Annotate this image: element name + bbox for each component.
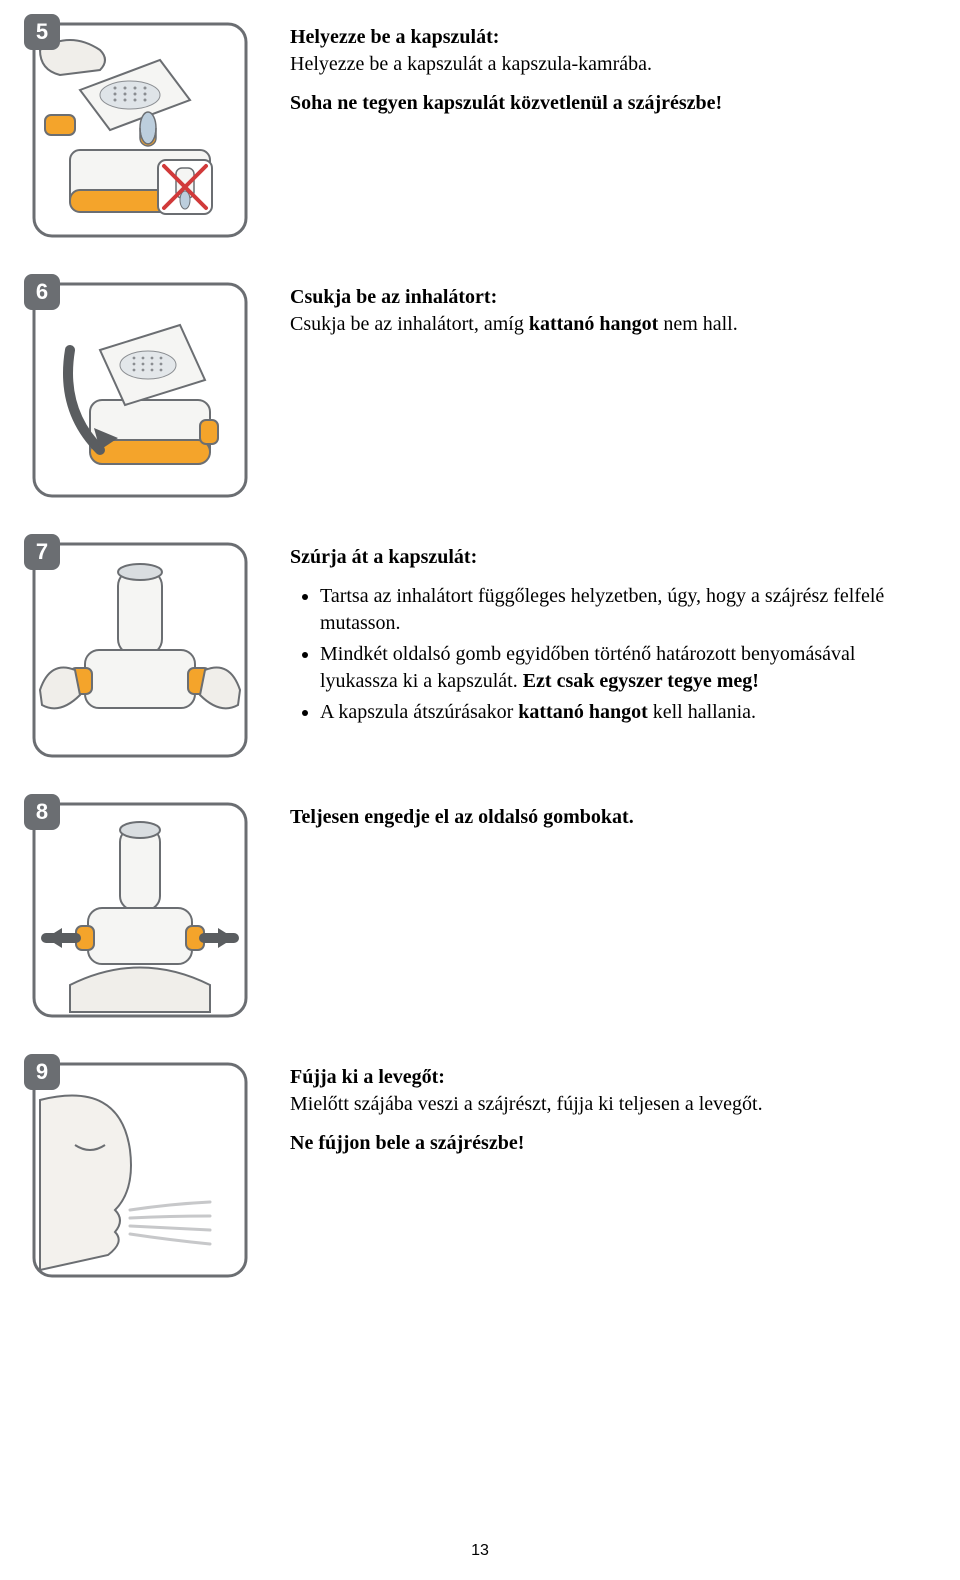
exhale-icon [30, 1060, 250, 1280]
paragraph: Csukja be az inhalátort:Csukja be az inh… [290, 284, 900, 338]
insert-capsule-icon [30, 20, 250, 240]
list-item: Mindkét oldalsó gomb egyidőben történő h… [320, 641, 900, 695]
step-figure: 6 [30, 280, 250, 500]
step-figure: 9 [30, 1060, 250, 1280]
paragraph: Fújja ki a levegőt:Mielőtt szájába veszi… [290, 1064, 900, 1118]
paragraph: Soha ne tegyen kapszulát közvetlenül a s… [290, 90, 900, 117]
paragraph: Szúrja át a kapszulát: [290, 544, 900, 571]
instruction-step: 5 Helyezze be a kapszulát:Helyezze be a k… [30, 20, 900, 240]
pierce-capsule-icon [30, 540, 250, 760]
paragraph: Ne fújjon bele a szájrészbe! [290, 1130, 900, 1157]
step-text: Szúrja át a kapszulát: Tartsa az inhaláto… [290, 540, 900, 738]
step-figure: 5 [30, 20, 250, 240]
page-number: 13 [0, 1542, 960, 1560]
paragraph: Helyezze be a kapszulát:Helyezze be a ka… [290, 24, 900, 78]
instruction-step: 6 Csukja be az inhalátort:Csukja be az in… [30, 280, 900, 500]
close-inhaler-icon [30, 280, 250, 500]
step-figure: 7 [30, 540, 250, 760]
release-buttons-icon [30, 800, 250, 1020]
step-text: Csukja be az inhalátort:Csukja be az inh… [290, 280, 900, 350]
instruction-step: 9 Fújja ki a levegőt:Mielőtt szájába vesz… [30, 1060, 900, 1280]
step-number-badge: 8 [24, 794, 60, 830]
paragraph: Teljesen engedje el az oldalsó gombokat. [290, 804, 900, 831]
list-item: Tartsa az inhalátort függőleges helyzetb… [320, 583, 900, 637]
step-text: Fújja ki a levegőt:Mielőtt szájába veszi… [290, 1060, 900, 1169]
instruction-step: 8 Teljesen engedje el az oldalsó gombokat… [30, 800, 900, 1020]
step-number-badge: 9 [24, 1054, 60, 1090]
step-number-badge: 5 [24, 14, 60, 50]
step-text: Helyezze be a kapszulát:Helyezze be a ka… [290, 20, 900, 129]
bullet-list: Tartsa az inhalátort függőleges helyzetb… [320, 583, 900, 726]
instruction-step: 7 Szúrja át a kapszulát: Tartsa az inhalát… [30, 540, 900, 760]
step-number-badge: 7 [24, 534, 60, 570]
list-item: A kapszula átszúrásakor kattanó hangot k… [320, 699, 900, 726]
step-figure: 8 [30, 800, 250, 1020]
step-number-badge: 6 [24, 274, 60, 310]
steps-container: 5 Helyezze be a kapszulát:Helyezze be a k… [30, 20, 900, 1280]
step-text: Teljesen engedje el az oldalsó gombokat. [290, 800, 900, 843]
